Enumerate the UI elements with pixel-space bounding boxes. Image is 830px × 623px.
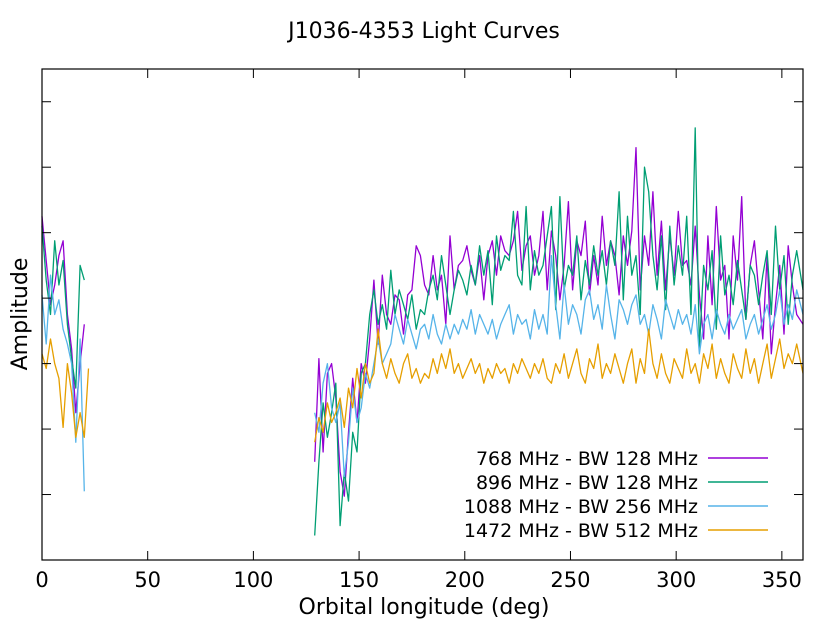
y-axis-label: Amplitude xyxy=(8,258,33,371)
series-2-segment-1 xyxy=(314,254,804,478)
series-1-segment-1 xyxy=(314,127,804,536)
x-tick-label-5: 250 xyxy=(550,568,590,592)
x-tick-label-4: 200 xyxy=(445,568,485,592)
legend-label-2: 1088 MHz - BW 256 MHz xyxy=(464,496,698,518)
series-3-segment-1 xyxy=(314,328,804,443)
chart-title: J1036-4353 Light Curves xyxy=(286,19,560,44)
series-3-segment-0 xyxy=(41,338,90,438)
series-0-segment-1 xyxy=(314,146,804,497)
legend-label-0: 768 MHz - BW 128 MHz xyxy=(476,448,698,470)
series-2-segment-0 xyxy=(41,274,85,492)
x-tick-label-1: 50 xyxy=(134,568,161,592)
legend-label-1: 896 MHz - BW 128 MHz xyxy=(476,472,698,494)
legend-label-3: 1472 MHz - BW 512 MHz xyxy=(464,520,698,542)
x-tick-label-3: 150 xyxy=(339,568,379,592)
x-tick-label-6: 300 xyxy=(656,568,696,592)
x-tick-label-7: 350 xyxy=(762,568,802,592)
x-tick-label-0: 0 xyxy=(35,568,48,592)
axis-ticks: 0 50 100 150 200 250 300 350 xyxy=(35,69,803,592)
x-tick-label-2: 100 xyxy=(233,568,273,592)
plot-lines xyxy=(41,127,804,536)
plot-frame xyxy=(41,68,804,561)
x-axis-label: Orbital longitude (deg) xyxy=(299,595,550,620)
